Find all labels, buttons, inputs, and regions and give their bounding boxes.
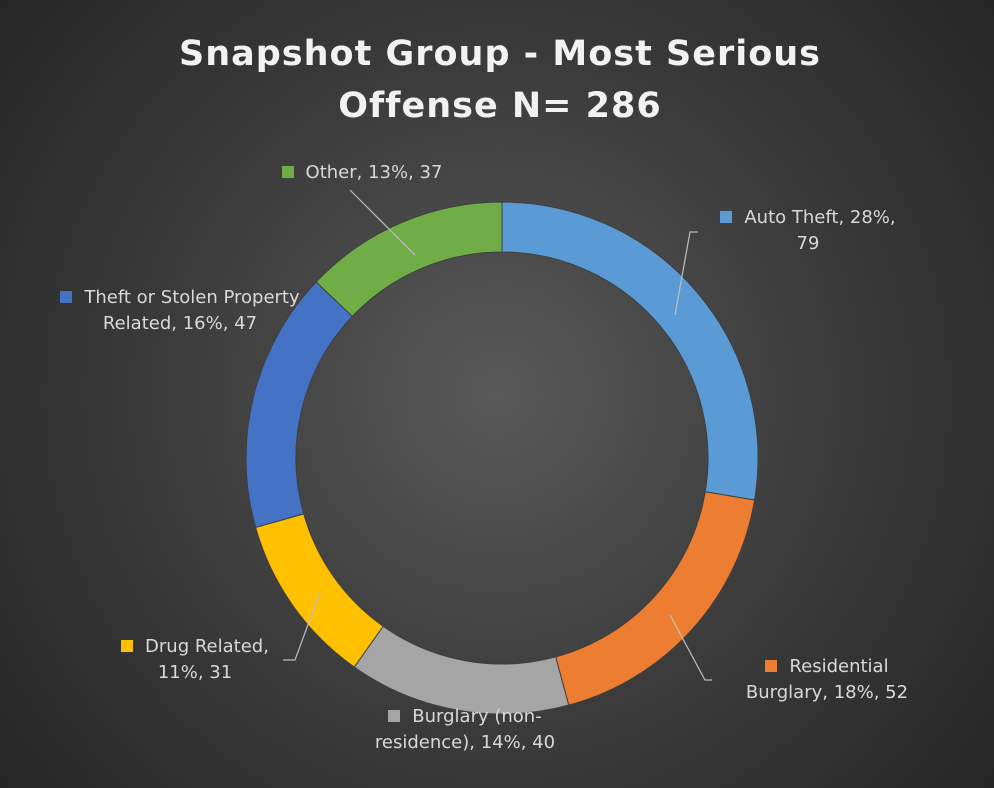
label-marker	[60, 291, 73, 303]
leader-line	[674, 231, 698, 316]
donut-slice	[353, 625, 570, 715]
chart-title: Snapshot Group - Most Serious Offense N=…	[178, 34, 822, 126]
label-name: Theft or Stolen Property Related	[84, 287, 300, 334]
label-marker	[388, 710, 401, 722]
label-value: , 11%, 31	[157, 636, 269, 683]
data-label: Other, 13%, 37	[262, 160, 462, 186]
leader-line	[283, 591, 321, 661]
leader-line	[669, 614, 712, 681]
leader-line	[349, 189, 416, 256]
label-name: Other	[305, 162, 357, 183]
data-label: Burglary (non-residence), 14%, 40	[360, 704, 570, 756]
label-value: , 13%, 37	[356, 162, 443, 183]
label-value: , 16%, 47	[171, 313, 258, 334]
label-marker	[121, 640, 134, 652]
label-marker	[765, 660, 778, 672]
data-label: Drug Related, 11%, 31	[100, 634, 290, 686]
label-value: , 14%, 40	[469, 732, 556, 753]
label-value: , 18%, 52	[822, 682, 909, 703]
label-marker	[720, 211, 733, 223]
data-label: Auto Theft, 28%, 79	[708, 205, 908, 257]
label-name: Burglary (non-residence)	[374, 706, 542, 753]
label-name: Drug Related	[145, 636, 264, 657]
data-label: Residential Burglary, 18%, 52	[722, 654, 932, 706]
donut-slice	[315, 201, 503, 318]
label-name: Residential Burglary	[745, 656, 889, 703]
data-label: Theft or Stolen Property Related, 16%, 4…	[60, 285, 300, 337]
slices	[245, 201, 759, 715]
label-name: Auto Theft	[744, 207, 839, 228]
label-value: , 28%, 79	[796, 207, 896, 254]
label-marker	[281, 166, 294, 178]
